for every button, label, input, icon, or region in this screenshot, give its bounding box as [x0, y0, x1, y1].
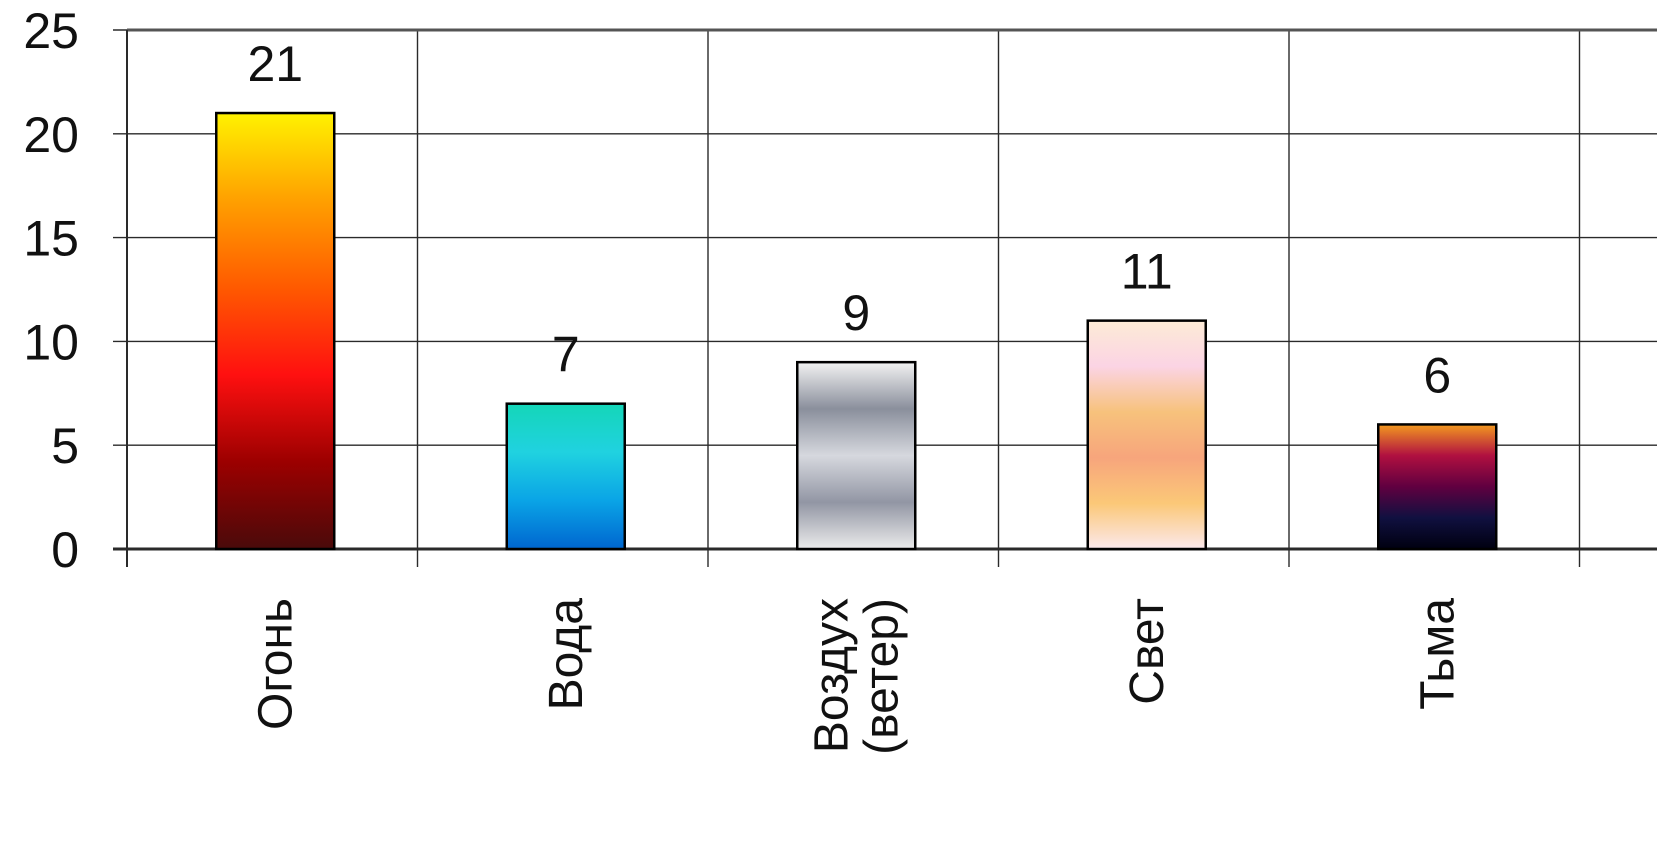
y-tick-label: 5 — [51, 418, 79, 474]
y-tick-label: 10 — [23, 314, 79, 370]
labels: 0 5 10 15 20 25 21 Огонь 7 Вода 9 Воздух(ветер) 11 Св… — [23, 3, 1464, 755]
y-tick-label: 20 — [23, 107, 79, 163]
bar-2 — [796, 360, 917, 551]
category-label: (ветер) — [855, 598, 908, 755]
data-label: 9 — [842, 285, 870, 341]
data-label: 7 — [552, 327, 580, 383]
bar-1 — [505, 402, 626, 551]
bar-3 — [1086, 319, 1207, 551]
data-label: 21 — [247, 36, 303, 92]
category-label: Воздух — [805, 598, 858, 753]
y-tick-label: 15 — [23, 211, 79, 267]
data-label: 11 — [1121, 244, 1173, 300]
category-label: Свет — [1121, 598, 1174, 705]
bar-4 — [1377, 423, 1498, 551]
axes — [126, 28, 1657, 567]
category-label: Вода — [540, 598, 593, 711]
data-label: 6 — [1423, 347, 1451, 403]
bar-0 — [215, 111, 336, 551]
y-tick-label: 25 — [23, 3, 79, 59]
y-tick-label: 0 — [51, 522, 79, 578]
category-label: Огонь — [249, 598, 302, 730]
bars — [215, 111, 1498, 551]
category-label: Тьма — [1411, 598, 1464, 710]
